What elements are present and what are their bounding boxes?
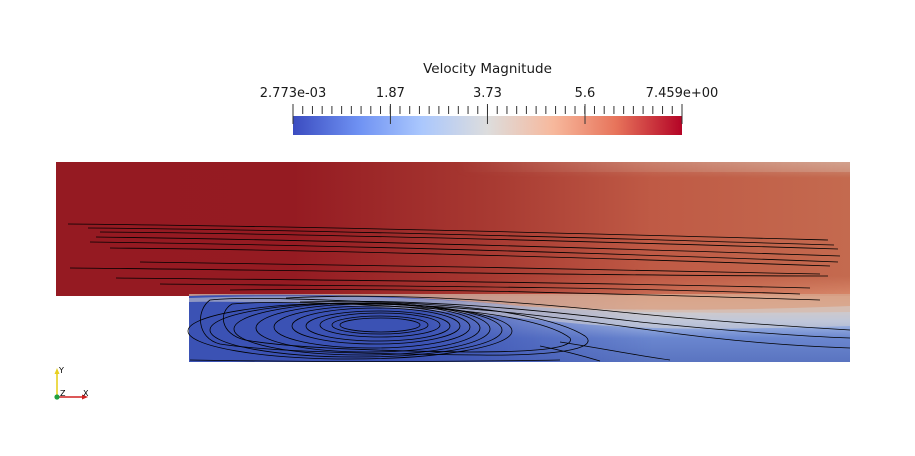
colorbar-ticks — [292, 104, 683, 124]
x-axis-arrow — [82, 394, 88, 400]
x-axis-label: X — [83, 389, 89, 398]
colorbar-tick-label: 3.73 — [472, 86, 502, 101]
streamlines — [67, 223, 851, 362]
colorbar-tick-label: 2.773e-03 — [259, 86, 327, 101]
flow-domain — [56, 162, 850, 362]
recirculation-region — [189, 294, 850, 362]
colorbar[interactable] — [292, 104, 683, 135]
colorbar-title: Velocity Magnitude — [423, 61, 552, 77]
colorbar-tick-label: 7.459e+00 — [645, 86, 719, 101]
z-axis-dot — [54, 394, 60, 400]
z-axis-label: Z — [60, 389, 66, 398]
colorbar-tick-label: 5.6 — [574, 86, 596, 101]
colorbar-tick-label: 1.87 — [375, 86, 405, 101]
vortex-core — [339, 317, 421, 333]
orientation-axes[interactable]: Y Z X — [54, 366, 89, 400]
y-axis-arrow — [54, 368, 60, 374]
y-axis-label: Y — [58, 366, 64, 375]
